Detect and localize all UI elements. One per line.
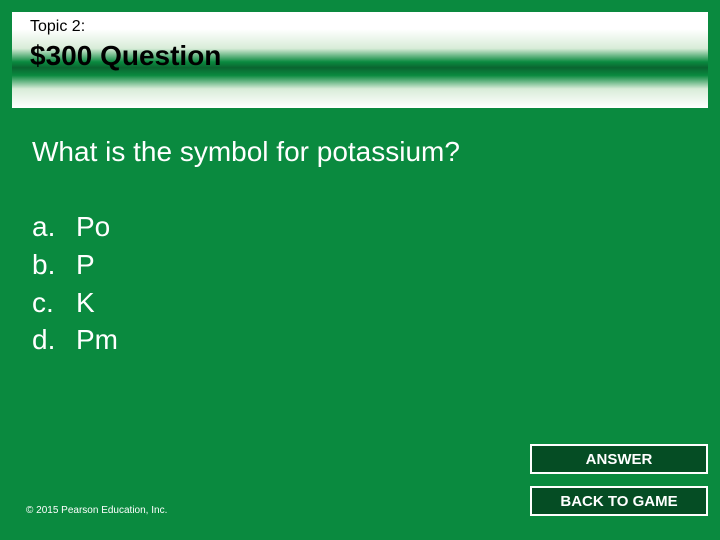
header-band: Topic 2: $300 Question bbox=[12, 12, 708, 108]
topic-label: Topic 2: bbox=[30, 18, 85, 36]
option-text: Po bbox=[76, 208, 110, 246]
option-c: c. K bbox=[32, 284, 118, 322]
option-b: b. P bbox=[32, 246, 118, 284]
price-title: $300 Question bbox=[30, 40, 221, 72]
option-text: P bbox=[76, 246, 95, 284]
option-letter: d. bbox=[32, 321, 76, 359]
option-letter: c. bbox=[32, 284, 76, 322]
copyright-text: © 2015 Pearson Education, Inc. bbox=[26, 505, 167, 516]
option-letter: b. bbox=[32, 246, 76, 284]
option-a: a. Po bbox=[32, 208, 118, 246]
options-list: a. Po b. P c. K d. Pm bbox=[32, 208, 118, 359]
option-d: d. Pm bbox=[32, 321, 118, 359]
option-letter: a. bbox=[32, 208, 76, 246]
answer-button[interactable]: ANSWER bbox=[530, 444, 708, 474]
back-to-game-button[interactable]: BACK TO GAME bbox=[530, 486, 708, 516]
option-text: Pm bbox=[76, 321, 118, 359]
option-text: K bbox=[76, 284, 95, 322]
question-text: What is the symbol for potassium? bbox=[32, 136, 460, 168]
